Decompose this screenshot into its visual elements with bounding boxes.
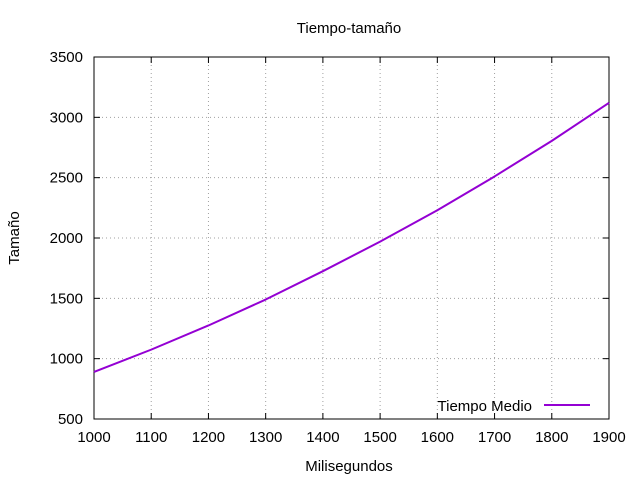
y-tick-label: 3500 xyxy=(50,49,83,66)
x-tick-label: 1400 xyxy=(306,429,339,446)
x-tick-label: 1700 xyxy=(478,429,511,446)
x-tick-label: 1900 xyxy=(592,429,625,446)
y-axis-tick-labels: 500 1000 1500 2000 2500 3000 3500 xyxy=(50,49,83,428)
y-tick-label: 1500 xyxy=(50,290,83,307)
y-tick-label: 2500 xyxy=(50,170,83,187)
x-tick-label: 1500 xyxy=(363,429,396,446)
chart-title: Tiempo-tamaño xyxy=(297,20,402,37)
legend-label: Tiempo Medio xyxy=(438,398,532,415)
axis-ticks xyxy=(93,56,610,420)
plot-frame xyxy=(93,56,610,420)
x-tick-label: 1000 xyxy=(77,429,110,446)
x-axis-tick-labels: 1000 1100 1200 1300 1400 1500 1600 1700 1800 1900 xyxy=(77,429,625,446)
x-axis-label: Milisegundos xyxy=(305,458,393,475)
y-tick-label: 3000 xyxy=(50,109,83,126)
x-tick-label: 1100 xyxy=(135,429,167,446)
grid-lines xyxy=(94,57,609,419)
series-group xyxy=(93,102,610,373)
x-tick-label: 1200 xyxy=(192,429,225,446)
x-tick-label: 1600 xyxy=(421,429,454,446)
series-line xyxy=(93,102,610,373)
x-tick-label: 1800 xyxy=(535,429,568,446)
x-tick-label: 1300 xyxy=(249,429,282,446)
y-tick-label: 500 xyxy=(58,411,83,428)
legend: Tiempo Medio xyxy=(438,398,590,415)
y-tick-label: 2000 xyxy=(50,230,83,247)
y-axis-label: Tamaño xyxy=(6,211,23,264)
y-tick-label: 1000 xyxy=(50,351,83,368)
